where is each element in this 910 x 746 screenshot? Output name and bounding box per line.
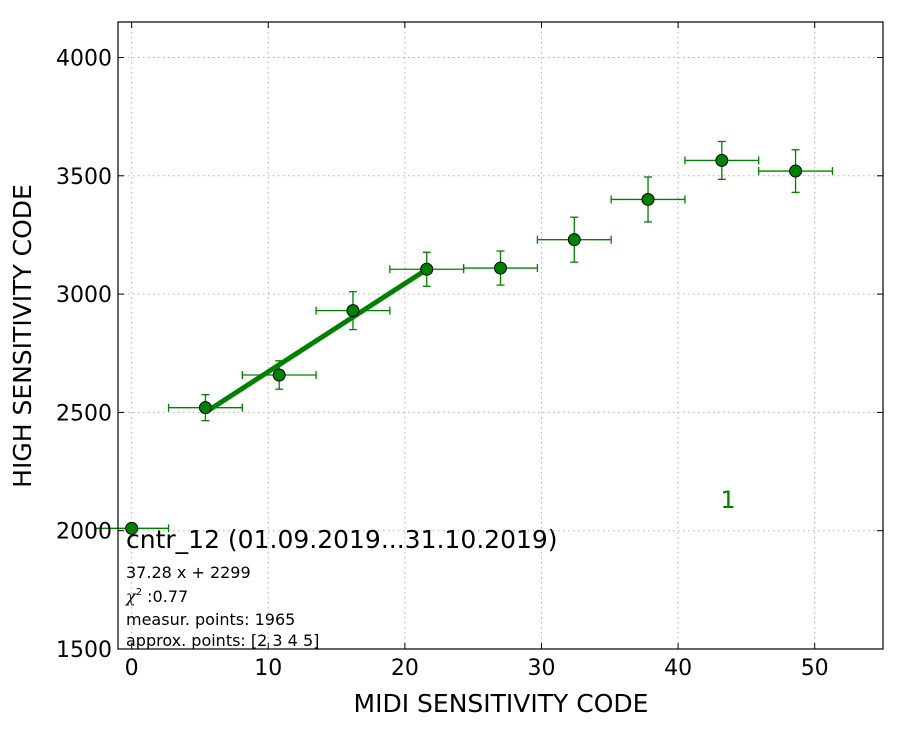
y-tick-label: 4000 bbox=[56, 46, 112, 71]
x-tick-label: 10 bbox=[254, 656, 282, 681]
data-point bbox=[346, 304, 360, 318]
x-tick-label: 30 bbox=[527, 656, 555, 681]
fit-line bbox=[204, 267, 429, 415]
data-point bbox=[272, 368, 286, 382]
data-point bbox=[789, 164, 803, 178]
y-tick-label: 1500 bbox=[56, 638, 112, 663]
x-tick-label: 0 bbox=[125, 656, 139, 681]
chi-superscript: 2 bbox=[136, 587, 142, 598]
data-points bbox=[125, 153, 803, 535]
annotation-approx-points: approx. points: [2 3 4 5] bbox=[126, 631, 319, 650]
annotation-equation: 37.28 x + 2299 bbox=[126, 563, 251, 582]
y-tick-label: 3500 bbox=[56, 165, 112, 190]
axis-ticks: 0 10 20 30 40 50 1500 2000 2500 3000 3500 4000 bbox=[56, 22, 883, 681]
x-tick-label: 40 bbox=[664, 656, 692, 681]
data-point bbox=[641, 192, 655, 206]
plot-frame bbox=[117, 21, 884, 650]
fit-line-layer bbox=[204, 267, 429, 415]
chi-value: :0.77 bbox=[142, 587, 188, 606]
annotation-chi-square: χ2 :0.77 bbox=[125, 587, 188, 606]
data-point bbox=[567, 233, 581, 247]
y-tick-label: 3000 bbox=[56, 283, 112, 308]
x-tick-label: 20 bbox=[391, 656, 419, 681]
data-point bbox=[125, 521, 139, 535]
annotation-title: cntr_12 (01.09.2019...31.10.2019) bbox=[126, 525, 558, 554]
x-tick-label: 50 bbox=[801, 656, 829, 681]
chi-symbol: χ bbox=[125, 587, 137, 606]
annotation-measured-points: measur. points: 1965 bbox=[126, 610, 295, 629]
data-point bbox=[715, 153, 729, 167]
annotation-marker-label: 1 bbox=[720, 486, 735, 514]
y-tick-label: 2000 bbox=[56, 520, 112, 545]
data-point bbox=[198, 401, 212, 415]
y-axis-label: HIGH SENSITIVITY CODE bbox=[8, 184, 37, 488]
data-point bbox=[420, 262, 434, 276]
data-point bbox=[494, 261, 507, 275]
x-axis-label: MIDI SENSITIVITY CODE bbox=[354, 689, 649, 718]
y-tick-label: 2500 bbox=[56, 401, 112, 426]
